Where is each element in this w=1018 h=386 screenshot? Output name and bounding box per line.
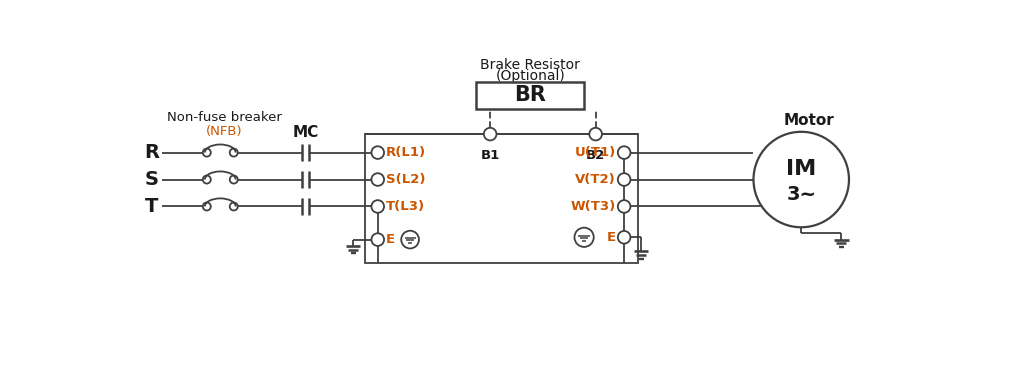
Text: B1: B1 <box>480 149 500 163</box>
Text: B2: B2 <box>586 149 606 163</box>
Text: R: R <box>144 143 159 162</box>
Circle shape <box>230 149 238 157</box>
Text: E: E <box>386 233 395 246</box>
Text: 3~: 3~ <box>786 185 816 205</box>
Circle shape <box>203 176 211 183</box>
Circle shape <box>589 128 602 141</box>
Text: E: E <box>607 231 616 244</box>
Circle shape <box>372 173 384 186</box>
Text: Motor: Motor <box>784 113 835 128</box>
Text: V(T2): V(T2) <box>575 173 616 186</box>
Circle shape <box>618 231 630 244</box>
Circle shape <box>372 233 384 246</box>
Text: S: S <box>145 170 159 189</box>
Text: (Optional): (Optional) <box>496 69 565 83</box>
Circle shape <box>230 203 238 210</box>
Circle shape <box>753 132 849 227</box>
Circle shape <box>618 173 630 186</box>
Circle shape <box>372 200 384 213</box>
Circle shape <box>230 176 238 183</box>
Circle shape <box>618 146 630 159</box>
Circle shape <box>401 231 419 249</box>
Text: (NFB): (NFB) <box>206 125 242 137</box>
Text: T: T <box>145 197 158 216</box>
Text: BR: BR <box>514 85 546 105</box>
Text: R(L1): R(L1) <box>386 146 427 159</box>
Text: MC: MC <box>292 125 319 140</box>
Text: IM: IM <box>786 159 816 179</box>
Circle shape <box>618 200 630 213</box>
Text: U(T1): U(T1) <box>574 146 616 159</box>
Text: Brake Resistor: Brake Resistor <box>480 58 580 72</box>
Text: T(L3): T(L3) <box>386 200 426 213</box>
Text: Non-fuse breaker: Non-fuse breaker <box>167 111 282 124</box>
Circle shape <box>203 203 211 210</box>
Circle shape <box>574 228 593 247</box>
Circle shape <box>372 146 384 159</box>
Bar <box>476 82 584 109</box>
Text: S(L2): S(L2) <box>386 173 426 186</box>
Circle shape <box>203 149 211 157</box>
Bar <box>364 134 638 263</box>
Text: W(T3): W(T3) <box>570 200 616 213</box>
Circle shape <box>484 128 497 141</box>
